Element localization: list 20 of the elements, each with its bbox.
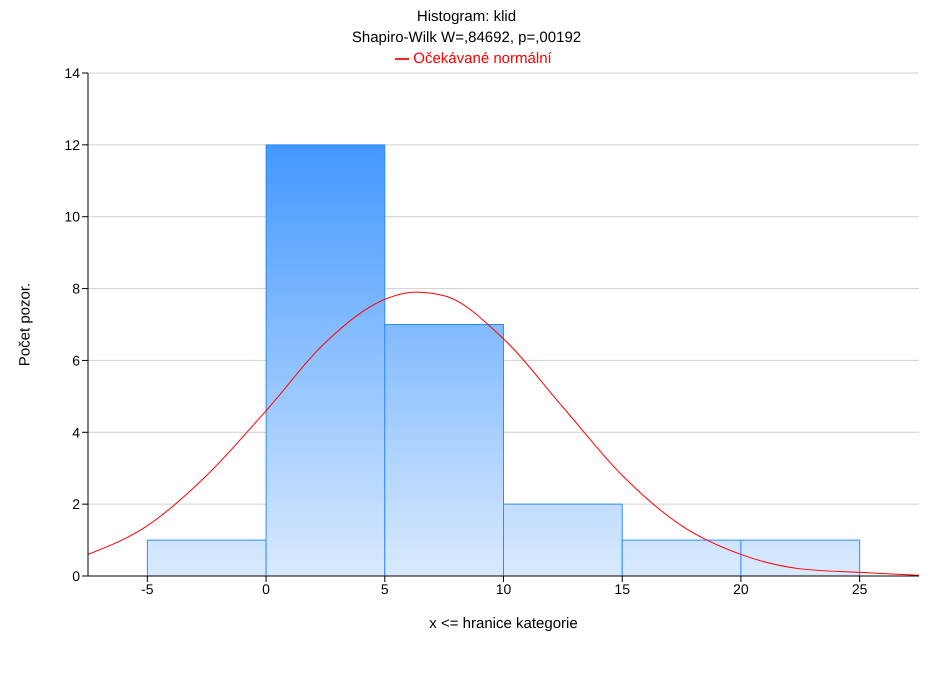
x-axis-title: x <= hranice kategorie <box>429 615 578 632</box>
x-tick-label: 10 <box>496 580 512 597</box>
x-tick-label: -5 <box>141 580 154 597</box>
x-tick-label: 5 <box>380 580 389 597</box>
y-tick-label: 14 <box>64 64 80 81</box>
legend-label: Očekávané normální <box>413 50 552 67</box>
x-tick-label: 25 <box>852 580 868 597</box>
y-tick-label: 12 <box>64 136 80 153</box>
x-tick-label: 20 <box>733 580 749 597</box>
y-tick-label: 6 <box>72 352 80 368</box>
x-tick-label: 15 <box>614 580 630 597</box>
y-tick-label: 4 <box>72 424 80 440</box>
y-tick-label: 0 <box>72 568 80 584</box>
chart-title: Histogram: klid <box>416 8 518 25</box>
y-tick-label: 8 <box>72 280 80 297</box>
y-axis-title: Počet pozor. <box>16 282 34 366</box>
y-tick-label: 10 <box>64 208 80 225</box>
y-tick-label: 2 <box>72 496 80 512</box>
x-tick-label: 0 <box>262 580 270 597</box>
chart-subtitle: Shapiro-Wilk W=,84692, p=,00192 <box>350 29 582 46</box>
